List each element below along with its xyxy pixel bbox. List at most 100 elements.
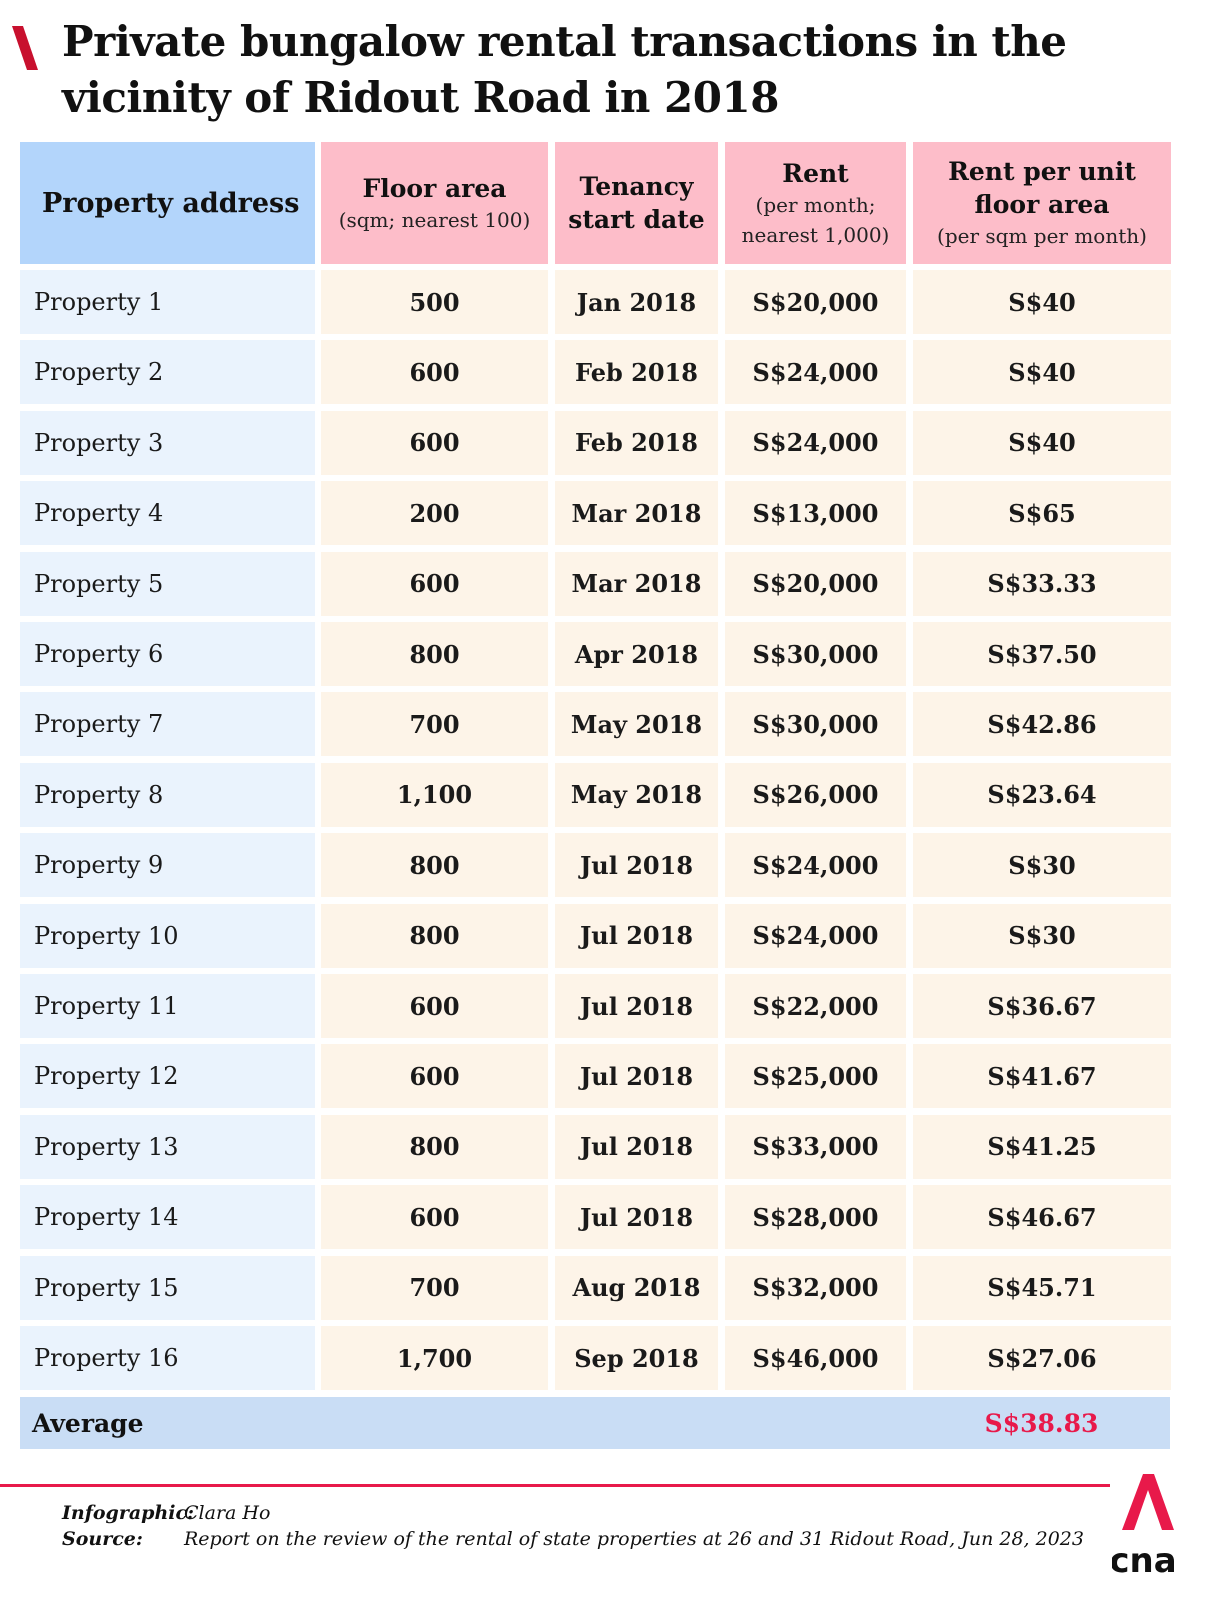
cell-floor-area: 700 [321,1255,548,1320]
cell-tenancy-start: Apr 2018 [555,622,718,686]
header-floor-area-label: Floor area [362,173,507,203]
cell-address: Property 11 [20,974,315,1038]
cell-tenancy-start: Sep 2018 [555,1326,718,1390]
footer-divider [0,1484,1110,1487]
cell-rent: S$30,000 [725,692,906,757]
header-tenancy-start: Tenancy start date [555,142,718,264]
cell-floor-area: 600 [321,1185,548,1250]
header-rent-label: Rent [782,158,849,188]
header-rpu-sub: (per sqm per month) [937,224,1147,248]
cell-rent-per-unit: S$40 [913,410,1171,475]
cell-address: Property 13 [20,1114,315,1179]
cell-rent: S$30,000 [725,622,906,686]
cell-tenancy-start: May 2018 [555,692,718,757]
cell-rent: S$13,000 [725,481,906,546]
table-row: Property 8 1,100 May 2018 S$26,000 S$23.64 [20,762,1172,827]
table-row: Property 16 1,700 Sep 2018 S$46,000 S$27.06 [20,1326,1172,1390]
cell-rent: S$28,000 [725,1185,906,1250]
cell-rent: S$24,000 [725,833,906,898]
header-tenancy-line1: Tenancy [579,172,694,201]
cell-rent: S$46,000 [725,1326,906,1390]
cell-rent-per-unit: S$42.86 [913,692,1171,757]
cell-floor-area: 600 [321,410,548,475]
cell-address: Property 3 [20,410,315,475]
cell-rent-per-unit: S$41.25 [913,1114,1171,1179]
cna-logo-icon: cna [1112,1474,1174,1581]
cell-rent-per-unit: S$46.67 [913,1185,1171,1250]
average-label: Average [32,1408,144,1438]
cell-address: Property 8 [20,762,315,827]
cell-floor-area: 200 [321,481,548,546]
cell-tenancy-start: Jul 2018 [555,833,718,898]
cell-rent-per-unit: S$30 [913,833,1171,898]
cell-floor-area: 600 [321,551,548,616]
page-title: Private bungalow rental transactions in … [62,17,1067,122]
slash-accent-icon [12,26,38,70]
cell-rent: S$22,000 [725,974,906,1038]
cell-tenancy-start: Mar 2018 [555,481,718,546]
cell-tenancy-start: Jul 2018 [555,903,718,968]
cell-rent-per-unit: S$65 [913,481,1171,546]
cell-rent: S$26,000 [725,762,906,827]
cell-rent: S$24,000 [725,903,906,968]
cell-tenancy-start: Feb 2018 [555,340,718,405]
cell-address: Property 16 [20,1326,315,1390]
cell-rent-per-unit: S$37.50 [913,622,1171,686]
cell-address: Property 4 [20,481,315,546]
cell-rent: S$25,000 [725,1044,906,1109]
table-header: Property address Floor area (sqm; neares… [20,142,1172,264]
cell-address: Property 6 [20,622,315,686]
cell-address: Property 15 [20,1255,315,1320]
header-rpu-line1: Rent per unit [948,157,1136,186]
cell-address: Property 12 [20,1044,315,1109]
table-row: Property 13 800 Jul 2018 S$33,000 S$41.25 [20,1114,1172,1179]
header-floor-area: Floor area (sqm; nearest 100) [321,142,548,264]
cell-rent-per-unit: S$36.67 [913,974,1171,1038]
table-row: Property 11 600 Jul 2018 S$22,000 S$36.67 [20,974,1172,1038]
table-row: Property 14 600 Jul 2018 S$28,000 S$46.67 [20,1185,1172,1250]
header-tenancy-line2: start date [568,205,705,234]
cell-tenancy-start: Jan 2018 [555,270,718,334]
cell-floor-area: 600 [321,1044,548,1109]
header-floor-area-sub: (sqm; nearest 100) [338,207,531,232]
table-row: Property 12 600 Jul 2018 S$25,000 S$41.67 [20,1044,1172,1109]
cell-floor-area: 1,700 [321,1326,548,1390]
cell-tenancy-start: Jul 2018 [555,974,718,1038]
cell-address: Property 5 [20,551,315,616]
table-row: Property 2 600 Feb 2018 S$24,000 S$40 [20,340,1172,405]
cell-floor-area: 600 [321,340,548,405]
table-row: Property 3 600 Feb 2018 S$24,000 S$40 [20,410,1172,475]
cell-rent-per-unit: S$33.33 [913,551,1171,616]
cell-rent-per-unit: S$45.71 [913,1255,1171,1320]
cell-address: Property 1 [20,270,315,334]
cell-address: Property 2 [20,340,315,405]
cell-tenancy-start: Feb 2018 [555,410,718,475]
credit-infographic: Infographic: Clara Ho [62,1500,1084,1526]
cell-rent-per-unit: S$30 [913,903,1171,968]
footer-credits: Infographic: Clara Ho Source: Report on … [62,1500,1084,1552]
cell-tenancy-start: May 2018 [555,762,718,827]
table-row: Property 7 700 May 2018 S$30,000 S$42.86 [20,692,1172,757]
cell-address: Property 10 [20,903,315,968]
header-rent-sub1: (per month; [755,192,876,217]
average-value: S$38.83 [984,1408,1099,1438]
cell-tenancy-start: Jul 2018 [555,1044,718,1109]
table-row: Property 9 800 Jul 2018 S$24,000 S$30 [20,833,1172,898]
cell-rent-per-unit: S$41.67 [913,1044,1171,1109]
cell-rent: S$20,000 [725,270,906,334]
cell-floor-area: 800 [321,622,548,686]
cell-floor-area: 1,100 [321,762,548,827]
average-row: Average S$38.83 [20,1397,1170,1449]
credit-source: Source: Report on the review of the rent… [62,1526,1084,1552]
cell-rent: S$24,000 [725,410,906,475]
table-row: Property 6 800 Apr 2018 S$30,000 S$37.50 [20,622,1172,686]
cell-rent-per-unit: S$40 [913,340,1171,405]
cell-rent: S$24,000 [725,340,906,405]
cell-floor-area: 800 [321,903,548,968]
cell-tenancy-start: Mar 2018 [555,551,718,616]
cell-address: Property 14 [20,1185,315,1250]
infographic-value: Clara Ho [184,1502,271,1524]
cell-floor-area: 800 [321,1114,548,1179]
source-label: Source: [62,1528,143,1550]
cell-floor-area: 600 [321,974,548,1038]
